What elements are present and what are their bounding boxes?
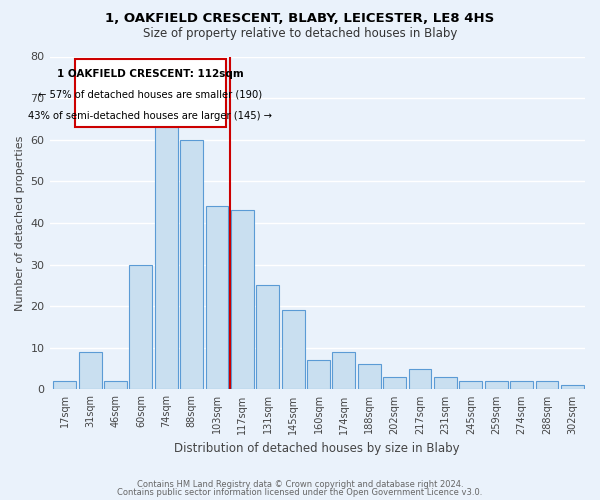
Bar	[79, 352, 101, 390]
Text: 1 OAKFIELD CRESCENT: 112sqm: 1 OAKFIELD CRESCENT: 112sqm	[57, 69, 244, 79]
Bar	[130, 264, 152, 390]
Bar	[561, 386, 584, 390]
Bar	[256, 286, 279, 390]
Bar	[409, 368, 431, 390]
Bar	[460, 381, 482, 390]
Bar	[307, 360, 330, 390]
Bar	[510, 381, 533, 390]
Bar	[155, 127, 178, 390]
Text: 43% of semi-detached houses are larger (145) →: 43% of semi-detached houses are larger (…	[28, 110, 272, 120]
Text: Contains HM Land Registry data © Crown copyright and database right 2024.: Contains HM Land Registry data © Crown c…	[137, 480, 463, 489]
Bar	[383, 377, 406, 390]
Bar	[180, 140, 203, 390]
FancyBboxPatch shape	[75, 58, 226, 127]
Bar	[282, 310, 305, 390]
Bar	[332, 352, 355, 390]
Bar	[231, 210, 254, 390]
X-axis label: Distribution of detached houses by size in Blaby: Distribution of detached houses by size …	[175, 442, 460, 455]
Text: ← 57% of detached houses are smaller (190): ← 57% of detached houses are smaller (19…	[38, 90, 262, 100]
Bar	[104, 381, 127, 390]
Text: Contains public sector information licensed under the Open Government Licence v3: Contains public sector information licen…	[118, 488, 482, 497]
Bar	[358, 364, 381, 390]
Bar	[53, 381, 76, 390]
Bar	[434, 377, 457, 390]
Bar	[536, 381, 559, 390]
Text: 1, OAKFIELD CRESCENT, BLABY, LEICESTER, LE8 4HS: 1, OAKFIELD CRESCENT, BLABY, LEICESTER, …	[106, 12, 494, 26]
Bar	[485, 381, 508, 390]
Y-axis label: Number of detached properties: Number of detached properties	[15, 136, 25, 310]
Text: Size of property relative to detached houses in Blaby: Size of property relative to detached ho…	[143, 28, 457, 40]
Bar	[206, 206, 229, 390]
